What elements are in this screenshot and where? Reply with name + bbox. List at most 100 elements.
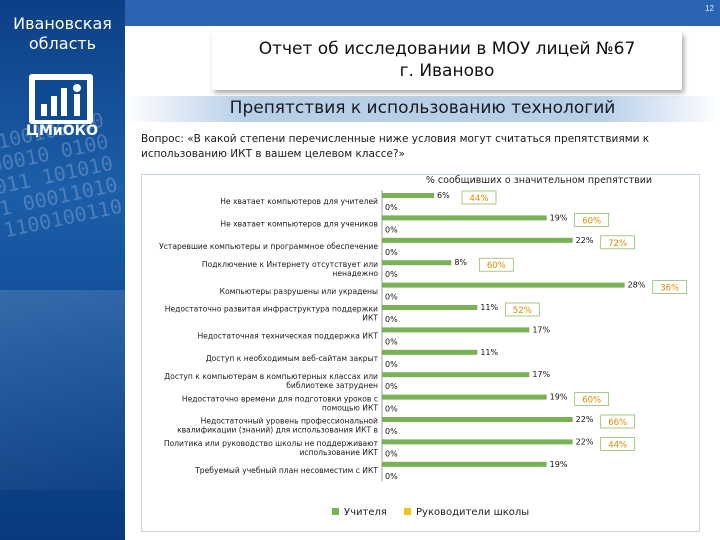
report-title-line-1: Отчет об исследовании в МОУ лицей №67 xyxy=(258,39,636,59)
category-label-line: Компьютеры разрушены или украдены xyxy=(220,287,378,296)
head-value-label: 0% xyxy=(385,337,398,346)
teacher-bar xyxy=(382,327,530,333)
annotation-value: 66% xyxy=(608,418,627,428)
category-label-line: Доступ к необходимым веб-сайтам закрыт xyxy=(206,354,379,363)
chart-title: % сообщивших о значительном препятствии xyxy=(426,175,652,186)
category-label: Недостаточно времени для подготовки урок… xyxy=(182,394,378,412)
category-label-line: Недостаточный уровень профессиональной xyxy=(201,417,378,426)
category-label-line: Не хватает компьютеров для учителей xyxy=(220,197,378,206)
teacher-value-label: 22% xyxy=(576,437,594,446)
region-line-2: область xyxy=(28,34,97,53)
category-label-line: Требуемый учебный план несовместим с ИКТ xyxy=(194,466,378,475)
head-value-label: 0% xyxy=(385,427,398,436)
annotation-value: 60% xyxy=(582,396,601,406)
head-value-label: 0% xyxy=(385,293,398,302)
report-title-box: Отчет об исследовании в МОУ лицей №67 г.… xyxy=(212,32,682,90)
category-label-line: Не хватает компьютеров для учеников xyxy=(220,220,378,229)
teacher-value-label: 28% xyxy=(628,281,646,290)
annotation-box xyxy=(652,280,688,294)
head-value-label: 0% xyxy=(385,203,398,212)
teacher-value-label: 17% xyxy=(532,325,550,334)
teacher-value-label: 19% xyxy=(550,460,568,469)
category-label-line: ненадежно xyxy=(332,269,378,278)
teacher-value-label: 19% xyxy=(550,393,568,402)
head-value-label: 0% xyxy=(385,270,398,279)
annotation-box xyxy=(600,436,636,451)
category-label: Политика или руководство школы не поддер… xyxy=(164,439,379,457)
head-value-label: 0% xyxy=(385,405,398,414)
category-label-line: Недостаточно времени для подготовки урок… xyxy=(182,394,378,403)
sidebar: 0110100100 1011000010 0100110011 1010100… xyxy=(0,0,125,540)
head-value-label: 0% xyxy=(385,248,398,257)
teacher-value-label: 22% xyxy=(576,236,594,245)
teacher-value-label: 8% xyxy=(454,258,467,267)
annotation-value: 52% xyxy=(513,306,532,316)
head-value-label: 0% xyxy=(385,382,398,391)
category-label: Не хватает компьютеров для учеников xyxy=(220,220,378,229)
annotation-box xyxy=(574,213,610,227)
teacher-value-label: 22% xyxy=(576,415,594,424)
annotation-box xyxy=(461,190,497,205)
annotation-value: 60% xyxy=(487,261,506,271)
region-line-1: Ивановская xyxy=(13,14,112,33)
head-value-label: 0% xyxy=(385,315,398,324)
category-label: Не хватает компьютеров для учителей xyxy=(220,197,378,206)
keyboard-image xyxy=(0,290,125,490)
category-label-line: библиотеке затруднен xyxy=(286,381,378,390)
category-label-line: Политика или руководство школы не поддер… xyxy=(164,439,379,448)
slide-subtitle: Препятствия к использованию технологий xyxy=(125,96,720,122)
annotation-box xyxy=(574,392,610,407)
head-value-label: 0% xyxy=(385,360,398,369)
annotation-value: 44% xyxy=(470,194,489,204)
teacher-bar xyxy=(382,193,434,198)
teacher-bar xyxy=(382,372,530,378)
category-label: Требуемый учебный план несовместим с ИКТ xyxy=(194,466,378,475)
report-title-line-2: г. Иваново xyxy=(399,61,495,81)
region-title: Ивановская область xyxy=(0,14,125,54)
category-label: Подключение к Интернету отсутствует или н… xyxy=(202,260,378,278)
teacher-bar xyxy=(382,237,573,243)
teacher-bar xyxy=(382,215,547,221)
annotation-box xyxy=(600,235,636,250)
legend-label-heads: Руководители школы xyxy=(416,507,529,518)
teacher-bar xyxy=(382,305,478,310)
annotation-box xyxy=(478,257,514,272)
top-bar: 12 xyxy=(125,0,720,26)
cmioko-logo-icon xyxy=(29,74,93,124)
legend-swatch-heads xyxy=(404,508,411,515)
head-value-label: 0% xyxy=(385,472,398,481)
category-label-line: Устаревшие компьютеры и программное обес… xyxy=(159,242,378,251)
category-label-line: использование ИКТ xyxy=(299,448,378,457)
annotation-box xyxy=(504,302,540,317)
category-label-line: помощью ИКТ xyxy=(322,403,378,412)
teacher-value-label: 11% xyxy=(480,348,498,357)
teacher-bar xyxy=(382,439,573,445)
category-label: Недостаточная техническая поддержка ИКТ xyxy=(197,332,378,341)
teacher-bar xyxy=(382,461,547,467)
logo-text: ЦМиОКО xyxy=(26,123,98,139)
annotation-value: 60% xyxy=(582,216,601,226)
category-label-line: квалификации (знаний) для использования … xyxy=(177,426,378,435)
legend-label-teachers: Учителя xyxy=(344,507,387,518)
teacher-value-label: 19% xyxy=(550,213,568,222)
head-value-label: 0% xyxy=(385,225,398,234)
category-label-line: Подключение к Интернету отсутствует или xyxy=(202,260,378,269)
annotation-box xyxy=(600,414,636,429)
page-number: 12 xyxy=(705,4,714,13)
category-label: Устаревшие компьютеры и программное обес… xyxy=(159,242,378,251)
category-label: Недостаточно развитая инфраструктура под… xyxy=(165,305,379,323)
annotation-value: 36% xyxy=(660,284,679,294)
teacher-value-label: 6% xyxy=(437,191,450,200)
teacher-bar xyxy=(382,349,478,355)
teacher-value-label: 11% xyxy=(480,303,498,312)
category-label-line: Недостаточно развитая инфраструктура под… xyxy=(165,305,378,314)
annotation-value: 72% xyxy=(608,239,627,249)
category-label: Доступ к компьютерам в компьютерных клас… xyxy=(164,372,378,390)
annotation-value: 44% xyxy=(608,440,627,450)
category-label-line: Недостаточная техническая поддержка ИКТ xyxy=(197,332,378,341)
head-value-label: 0% xyxy=(385,449,398,458)
chart-container: % сообщивших о значительном препятствии Н… xyxy=(141,174,700,532)
teacher-bar xyxy=(382,394,547,400)
category-label: Недостаточный уровень профессиональной кв… xyxy=(177,417,378,435)
legend-swatch-teachers xyxy=(332,508,339,515)
